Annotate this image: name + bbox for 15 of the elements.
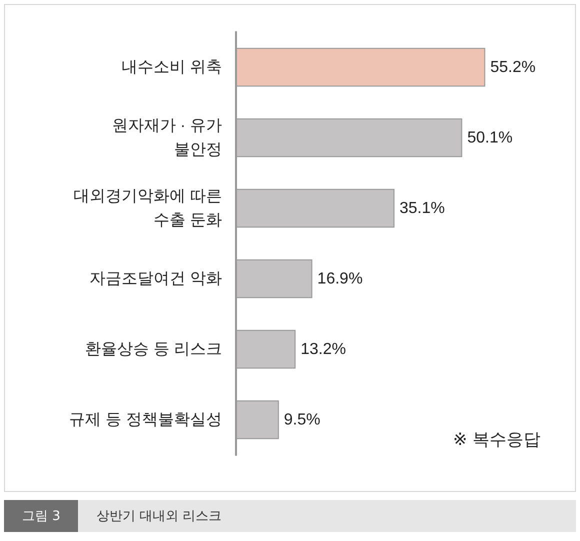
y-tick-label: 대외경기악화에 따른 수출 둔화	[74, 188, 222, 229]
data-label: 55.2%	[490, 58, 536, 76]
data-label: 9.5%	[284, 411, 320, 428]
y-tick-label: 내수소비 위축	[122, 58, 222, 76]
y-tick-label: 자금조달여건 악화	[90, 270, 222, 288]
data-label: 16.9%	[317, 270, 363, 288]
text: 그림 3	[4, 500, 78, 532]
data-label: 50.1%	[467, 129, 513, 146]
y-tick-label: 규제 등 정책불확실성	[69, 411, 222, 428]
y-tick-label: 원자재가 · 유가 불안정	[112, 117, 222, 158]
data-label: 35.1%	[399, 200, 445, 217]
text: 상반기 대내외 리스크	[96, 508, 222, 525]
annotation: ※ 복수응답	[453, 429, 541, 451]
data-label: 13.2%	[300, 340, 346, 358]
y-tick-label: 환율상승 등 리스크	[85, 340, 222, 358]
